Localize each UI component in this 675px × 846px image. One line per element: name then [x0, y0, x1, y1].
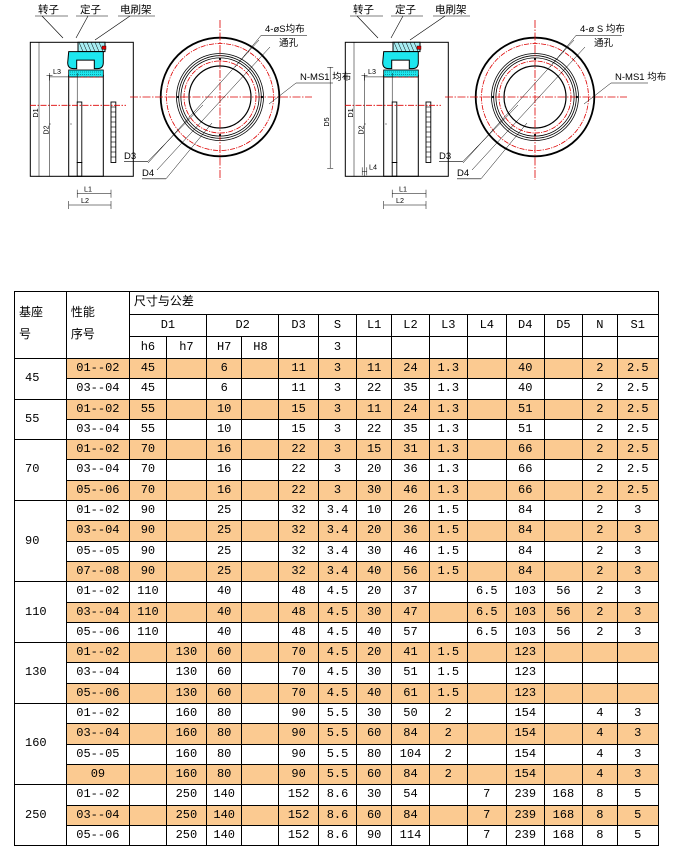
svg-text:N-MS1 均布: N-MS1 均布 — [300, 71, 351, 83]
svg-text:D5: D5 — [322, 117, 331, 126]
svg-text:通孔: 通孔 — [279, 38, 299, 49]
svg-text:N-MS1 均布: N-MS1 均布 — [615, 71, 666, 83]
svg-text:电刷架: 电刷架 — [435, 3, 467, 16]
svg-text:通孔: 通孔 — [594, 38, 614, 49]
svg-text:4-ø S 均布: 4-ø S 均布 — [580, 23, 625, 35]
svg-text:D3: D3 — [124, 151, 136, 162]
svg-text:定子: 定子 — [395, 3, 416, 16]
svg-text:D4: D4 — [457, 168, 469, 179]
svg-text:转子: 转子 — [38, 3, 59, 16]
svg-text:电刷架: 电刷架 — [120, 3, 152, 16]
svg-text:转子: 转子 — [353, 3, 374, 16]
svg-text:L4: L4 — [369, 162, 377, 171]
svg-text:4-øS均布: 4-øS均布 — [265, 23, 305, 35]
svg-text:定子: 定子 — [80, 3, 101, 16]
svg-text:D4: D4 — [142, 168, 154, 179]
svg-text:D3: D3 — [439, 151, 451, 162]
